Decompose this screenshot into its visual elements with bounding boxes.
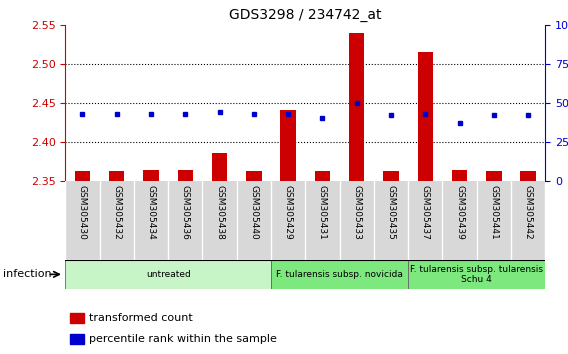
Bar [70,333,83,344]
Bar [315,171,330,181]
Bar [212,153,227,181]
Text: F. tularensis subsp. tularensis
Schu 4: F. tularensis subsp. tularensis Schu 4 [410,265,543,284]
Text: GSM305438: GSM305438 [215,184,224,239]
Bar [349,33,365,181]
Bar [109,171,124,181]
Bar [271,260,408,289]
Title: GDS3298 / 234742_at: GDS3298 / 234742_at [229,8,382,22]
Bar [65,260,271,289]
Text: GSM305441: GSM305441 [490,184,498,239]
Text: GSM305442: GSM305442 [524,184,533,239]
Text: GSM305430: GSM305430 [78,184,87,239]
Text: GSM305440: GSM305440 [249,184,258,239]
Bar [486,171,502,181]
Text: GSM305435: GSM305435 [386,184,395,239]
Text: GSM305431: GSM305431 [318,184,327,239]
Bar [143,170,158,181]
Text: untreated: untreated [146,270,190,279]
Text: GSM305439: GSM305439 [455,184,464,239]
Bar [520,171,536,181]
Text: percentile rank within the sample: percentile rank within the sample [89,334,277,344]
Text: GSM305433: GSM305433 [352,184,361,239]
Bar [281,110,296,181]
Bar [75,171,90,181]
Text: infection: infection [3,269,52,279]
Text: GSM305432: GSM305432 [112,184,121,239]
Text: GSM305436: GSM305436 [181,184,190,239]
Bar [70,313,83,323]
Text: F. tularensis subsp. novicida: F. tularensis subsp. novicida [276,270,403,279]
Text: GSM305434: GSM305434 [147,184,156,239]
Bar [383,171,399,181]
Bar [246,171,262,181]
Text: transformed count: transformed count [89,313,193,323]
Bar [417,52,433,181]
Text: GSM305437: GSM305437 [421,184,430,239]
Bar [178,170,193,181]
Text: GSM305429: GSM305429 [283,184,293,239]
Bar [452,170,467,181]
Bar [408,260,545,289]
